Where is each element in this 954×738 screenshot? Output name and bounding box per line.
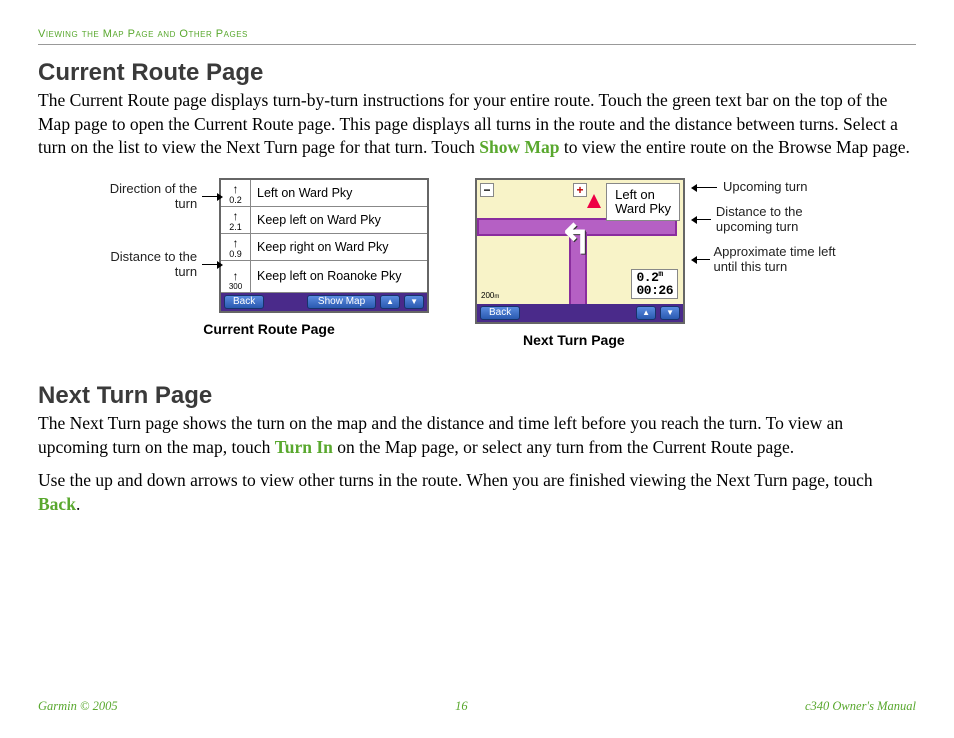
figure-next-turn: ↰ − + Left onWard Pky 0.2m00:26 200m Bac…: [475, 178, 845, 348]
figure-current-route: Direction of the turn Distance to the tu…: [109, 178, 429, 348]
para-text: to view the entire route on the Browse M…: [559, 137, 909, 157]
figures-row: Direction of the turn Distance to the tu…: [38, 178, 916, 348]
footer-page-number: 16: [455, 699, 468, 714]
destination-pin-icon: [587, 194, 601, 213]
para-text: on the Map page, or select any turn from…: [333, 437, 794, 457]
leader-line: [695, 187, 717, 188]
leader-line: [202, 196, 219, 197]
section1-paragraph: The Current Route page displays turn-by-…: [38, 89, 916, 160]
section-heading-current-route: Current Route Page: [38, 59, 916, 87]
device-footer: Back ▲ ▼: [477, 304, 683, 322]
turn-distance: 0.2: [221, 180, 251, 206]
footer-manual-title: c340 Owner's Manual: [805, 699, 916, 714]
para-text: .: [76, 494, 80, 514]
upcoming-turn-banner: Left onWard Pky: [606, 183, 680, 222]
leader-line: [695, 259, 710, 260]
turn-distance: 0.9: [221, 234, 251, 260]
link-show-map[interactable]: Show Map: [479, 137, 559, 157]
scroll-down-button[interactable]: ▼: [660, 306, 680, 320]
distance-time-box: 0.2m00:26: [631, 269, 678, 299]
device-next-turn: ↰ − + Left onWard Pky 0.2m00:26 200m Bac…: [475, 178, 685, 324]
leader-line: [695, 219, 711, 220]
annotation-upcoming: Upcoming turn: [723, 180, 808, 195]
map-scale: 200m: [481, 291, 499, 300]
turn-text: Keep left on Roanoke Pky: [251, 270, 402, 283]
map-area[interactable]: ↰ − + Left onWard Pky 0.2m00:26 200m: [477, 180, 683, 304]
zoom-out-button[interactable]: −: [480, 183, 494, 197]
annotation-distance: Distance to the turn: [109, 250, 197, 280]
turn-arrow-icon: ↰: [559, 216, 593, 263]
annotation-direction: Direction of the turn: [109, 182, 197, 212]
page-footer: Garmin © 2005 16 c340 Owner's Manual: [38, 699, 916, 714]
figure-caption: Next Turn Page: [523, 332, 845, 348]
annotation-distance-upcoming: Distance to the upcoming turn: [716, 205, 845, 235]
route-row[interactable]: 2.1Keep left on Ward Pky: [221, 207, 427, 234]
footer-copyright: Garmin © 2005: [38, 699, 118, 714]
figure-caption: Current Route Page: [109, 321, 429, 337]
zoom-in-button[interactable]: +: [573, 183, 587, 197]
annotation-time-left: Approximate time left until this turn: [713, 245, 845, 275]
route-row[interactable]: 0.2Left on Ward Pky: [221, 180, 427, 207]
show-map-button[interactable]: Show Map: [307, 295, 376, 309]
direction-icon: [233, 271, 239, 282]
link-back[interactable]: Back: [38, 494, 76, 514]
scroll-up-button[interactable]: ▲: [636, 306, 656, 320]
leader-line: [202, 264, 219, 265]
direction-icon: [233, 238, 239, 249]
turn-distance: 300: [221, 261, 251, 292]
para-text: Use the up and down arrows to view other…: [38, 470, 873, 490]
section2-paragraph-1: The Next Turn page shows the turn on the…: [38, 412, 916, 459]
section2-paragraph-2: Use the up and down arrows to view other…: [38, 469, 916, 516]
turn-text: Keep right on Ward Pky: [251, 240, 389, 254]
section-heading-next-turn: Next Turn Page: [38, 382, 916, 410]
back-button[interactable]: Back: [480, 306, 520, 320]
header-rule: [38, 44, 916, 45]
route-row[interactable]: 300Keep left on Roanoke Pky: [221, 261, 427, 293]
scroll-down-button[interactable]: ▼: [404, 295, 424, 309]
direction-icon: [233, 211, 239, 222]
turn-distance: 2.1: [221, 207, 251, 233]
scroll-up-button[interactable]: ▲: [380, 295, 400, 309]
turn-text: Keep left on Ward Pky: [251, 213, 381, 227]
running-header: Viewing the Map Page and Other Pages: [38, 28, 916, 40]
back-button[interactable]: Back: [224, 295, 264, 309]
device-footer: Back Show Map ▲ ▼: [221, 293, 427, 311]
direction-icon: [233, 184, 239, 195]
route-row[interactable]: 0.9Keep right on Ward Pky: [221, 234, 427, 261]
device-current-route: 0.2Left on Ward Pky 2.1Keep left on Ward…: [219, 178, 429, 313]
link-turn-in[interactable]: Turn In: [275, 437, 333, 457]
turn-text: Left on Ward Pky: [251, 186, 352, 200]
